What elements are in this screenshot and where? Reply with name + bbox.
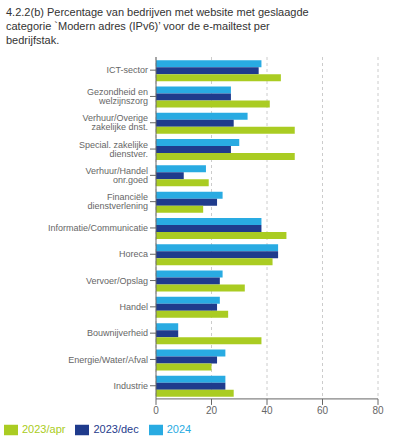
html-text:bedrijfstak.: bedrijfstak. [6, 34, 60, 46]
html-text:4.2.2(b) Percentage van bedrij: 4.2.2(b) Percentage van bedrijven met we… [6, 6, 309, 18]
svg-text:0: 0 [153, 405, 159, 416]
svg-text:40: 40 [261, 405, 273, 416]
html-text:categorie `Modern adres (IPv6): categorie `Modern adres (IPv6)’ voor de … [6, 20, 270, 32]
svg-text:Financiëledienstverlening: Financiëledienstverlening [87, 192, 148, 211]
html-text:2023/apr: 2023/apr [22, 422, 66, 435]
svg-text:80: 80 [372, 405, 384, 416]
svg-text:ICT-sector: ICT-sector [106, 65, 148, 75]
svg-text:Informatie/Communicatie: Informatie/Communicatie [48, 223, 148, 233]
svg-text:Gezondheid enwelzijnszorg: Gezondheid enwelzijnszorg [87, 87, 148, 106]
svg-text:Vervoer/Opslag: Vervoer/Opslag [86, 276, 148, 286]
html-text:2023/dec: 2023/dec [93, 422, 139, 435]
svg-text:Industrie: Industrie [113, 381, 148, 391]
svg-text:Handel: Handel [119, 302, 148, 312]
svg-text:20: 20 [206, 405, 218, 416]
svg-text:Horeca: Horeca [119, 249, 148, 259]
svg-text:Bouwnijverheid: Bouwnijverheid [87, 328, 148, 338]
svg-text:Energie/Water/Afval: Energie/Water/Afval [68, 355, 148, 365]
svg-text:Verhuur/Handelonr.goed: Verhuur/Handelonr.goed [85, 166, 148, 185]
html-text:2024: 2024 [166, 422, 192, 435]
svg-text:Verhuur/Overigezakelijke dnst.: Verhuur/Overigezakelijke dnst. [82, 113, 148, 132]
svg-text:Special. zakelijkedienstver.: Special. zakelijkedienstver. [79, 140, 148, 159]
svg-text:60: 60 [317, 405, 329, 416]
